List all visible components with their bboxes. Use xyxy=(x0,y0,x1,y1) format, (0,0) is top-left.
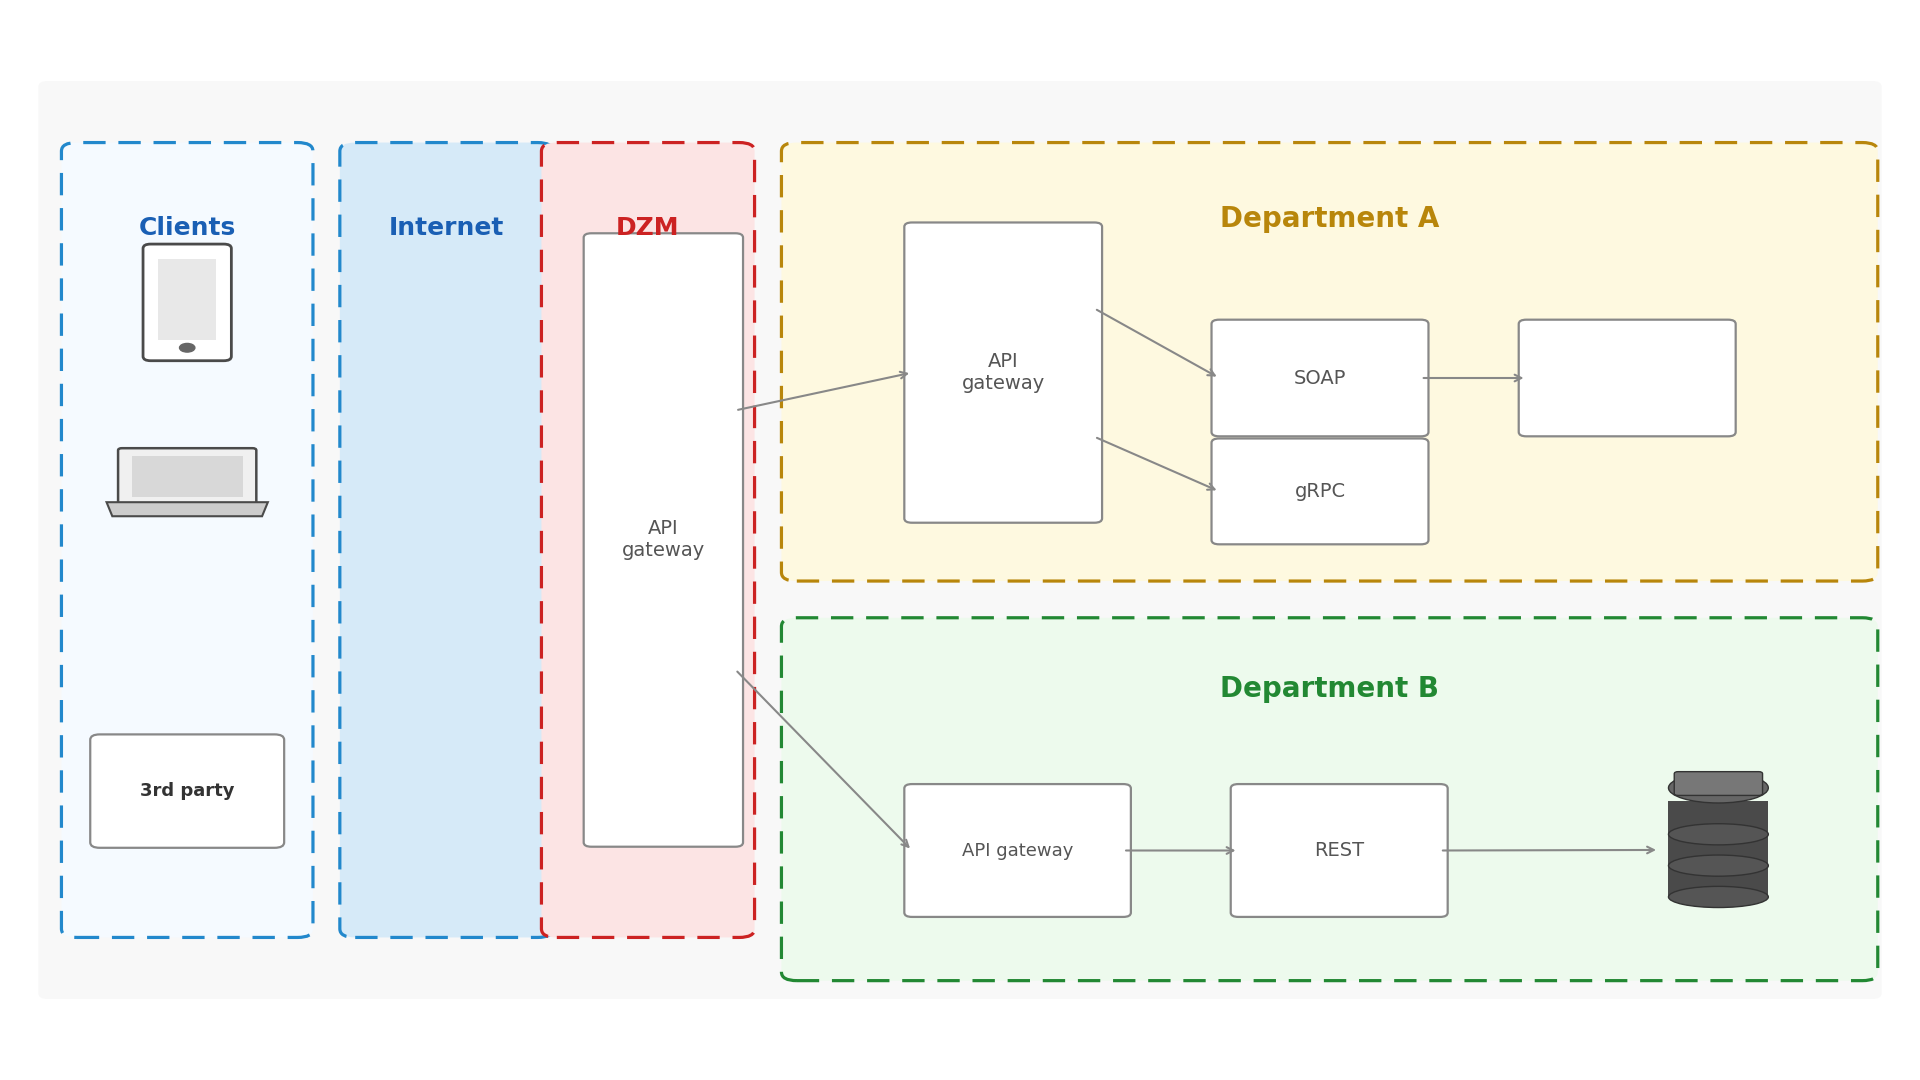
FancyBboxPatch shape xyxy=(61,143,313,937)
FancyBboxPatch shape xyxy=(1519,320,1736,436)
FancyBboxPatch shape xyxy=(142,244,230,361)
FancyBboxPatch shape xyxy=(1668,832,1768,866)
FancyBboxPatch shape xyxy=(1231,784,1448,917)
FancyBboxPatch shape xyxy=(1668,801,1768,834)
Text: API
gateway: API gateway xyxy=(962,352,1044,393)
FancyBboxPatch shape xyxy=(584,233,743,847)
Text: Internet: Internet xyxy=(388,216,505,240)
Circle shape xyxy=(180,343,196,352)
FancyBboxPatch shape xyxy=(1212,438,1428,544)
Ellipse shape xyxy=(1668,773,1768,804)
FancyBboxPatch shape xyxy=(1668,864,1768,896)
Text: DZM: DZM xyxy=(616,216,680,240)
Text: Clients: Clients xyxy=(138,216,236,240)
FancyBboxPatch shape xyxy=(1674,771,1763,795)
Text: REST: REST xyxy=(1313,841,1365,860)
Polygon shape xyxy=(108,502,269,516)
FancyBboxPatch shape xyxy=(1212,320,1428,436)
FancyBboxPatch shape xyxy=(157,259,215,340)
FancyBboxPatch shape xyxy=(541,143,755,937)
FancyBboxPatch shape xyxy=(904,222,1102,523)
FancyBboxPatch shape xyxy=(131,456,242,497)
FancyBboxPatch shape xyxy=(781,618,1878,981)
Ellipse shape xyxy=(1668,855,1768,876)
Text: Department A: Department A xyxy=(1219,205,1440,233)
Text: API
gateway: API gateway xyxy=(622,519,705,561)
FancyBboxPatch shape xyxy=(119,448,257,504)
Ellipse shape xyxy=(1668,887,1768,907)
FancyBboxPatch shape xyxy=(340,143,553,937)
Text: Department B: Department B xyxy=(1219,675,1440,703)
Text: SOAP: SOAP xyxy=(1294,368,1346,388)
FancyBboxPatch shape xyxy=(781,143,1878,581)
Text: 3rd party: 3rd party xyxy=(140,782,234,800)
Text: gRPC: gRPC xyxy=(1294,482,1346,501)
FancyBboxPatch shape xyxy=(904,784,1131,917)
FancyBboxPatch shape xyxy=(90,734,284,848)
FancyBboxPatch shape xyxy=(38,81,1882,999)
Text: API gateway: API gateway xyxy=(962,841,1073,860)
Ellipse shape xyxy=(1668,824,1768,845)
